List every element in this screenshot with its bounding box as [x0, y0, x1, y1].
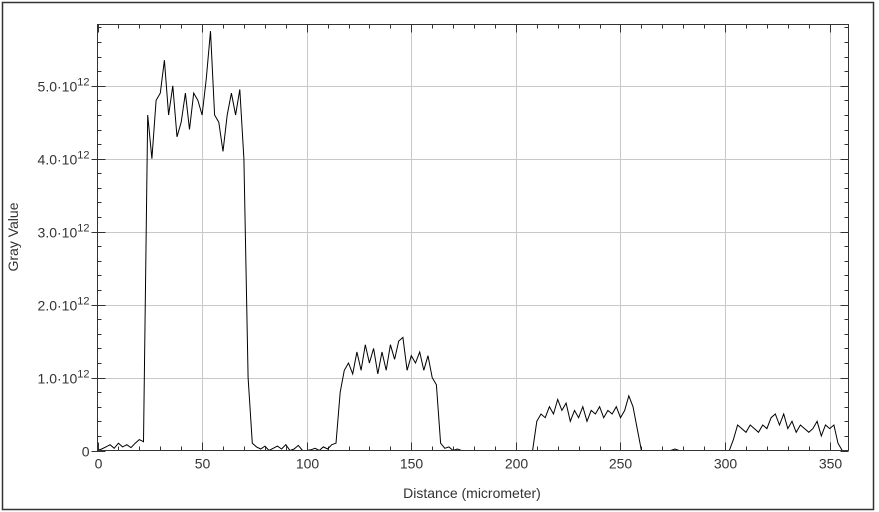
- x-tick-label: 300: [714, 456, 738, 472]
- y-tick-exponent: 12: [77, 77, 89, 89]
- y-tick-mantissa: 4.0·10: [38, 152, 78, 168]
- y-tick-label: 4.0·1012: [38, 150, 90, 168]
- y-tick-mantissa: 0: [82, 444, 90, 460]
- plot-frame: [97, 24, 849, 451]
- y-tick-label: 5.0·1012: [38, 77, 90, 95]
- x-tick-label: 150: [400, 456, 424, 472]
- y-tick-exponent: 12: [77, 223, 89, 235]
- y-axis-title: Gray Value: [5, 202, 21, 271]
- y-tick-mantissa: 5.0·10: [38, 79, 78, 95]
- y-tick-exponent: 12: [77, 150, 89, 162]
- y-tick-exponent: 12: [77, 369, 89, 381]
- y-tick-labels: 01.0·10122.0·10123.0·10124.0·10125.0·101…: [38, 77, 90, 460]
- x-tick-label: 0: [95, 456, 103, 472]
- x-tick-label: 50: [195, 456, 211, 472]
- y-tick-mantissa: 1.0·10: [38, 371, 78, 387]
- x-tick-label: 350: [819, 456, 843, 472]
- y-tick-mantissa: 3.0·10: [38, 225, 78, 241]
- y-tick-label: 3.0·1012: [38, 223, 90, 241]
- x-tick-label: 250: [609, 456, 633, 472]
- axis-ticks: [91, 24, 849, 452]
- y-tick-label: 1.0·1012: [38, 369, 90, 387]
- y-tick-exponent: 12: [77, 296, 89, 308]
- x-tick-labels: 0 50 100 150 200 250 300 350: [95, 456, 843, 472]
- x-axis-title: Distance (micrometer): [403, 485, 541, 501]
- x-tick-label: 200: [505, 456, 529, 472]
- grid: [97, 24, 849, 451]
- y-tick-label: 0: [82, 444, 90, 460]
- y-tick-label: 2.0·1012: [38, 296, 90, 314]
- x-tick-label: 100: [296, 456, 320, 472]
- y-tick-mantissa: 2.0·10: [38, 298, 78, 314]
